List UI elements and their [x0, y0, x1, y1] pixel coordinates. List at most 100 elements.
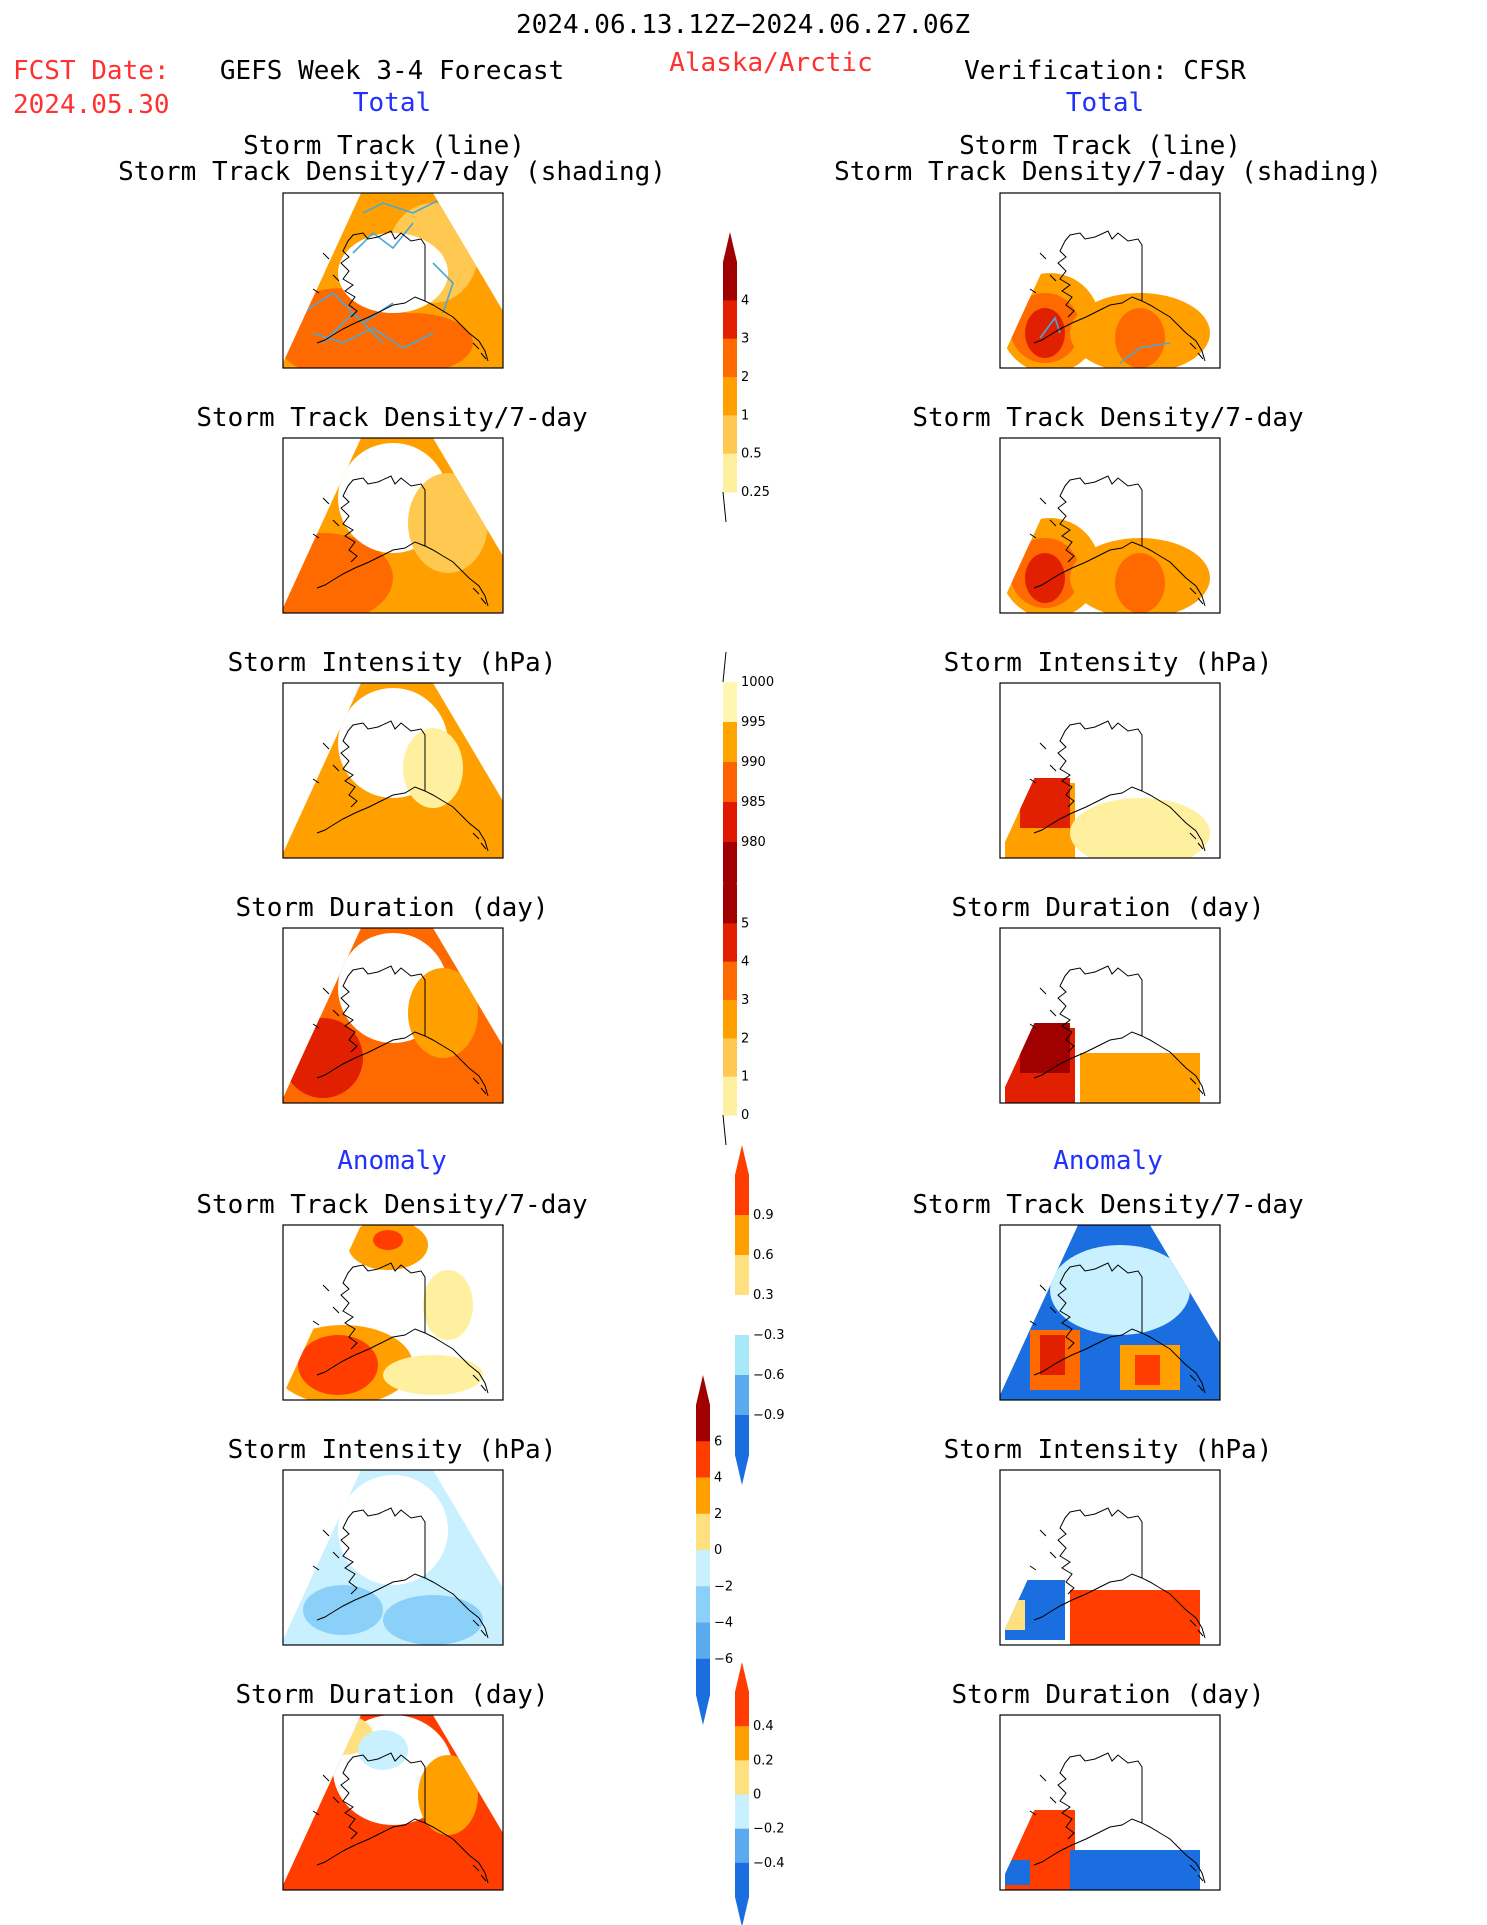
duration-colorbar-swatch-0: [723, 885, 737, 924]
right-duration-panel-frame: [999, 927, 1221, 1104]
track-density-colorbar-tick-5: 0.25: [741, 485, 770, 500]
right-duration-anom-panel-frame: [999, 1714, 1221, 1891]
track-density-colorbar-tick-4: 0.5: [741, 447, 762, 462]
left-density-title: Storm Track Density/7-day: [196, 403, 588, 433]
duration-anomaly-colorbar-swatch-4: [735, 1828, 749, 1864]
left-density-anom-panel-frame: [282, 1224, 504, 1401]
intensity-colorbar-tick-0: 1000: [741, 675, 774, 690]
left-track-line-title: Storm Track (line): [243, 131, 525, 161]
right-track-shading-title: Storm Track Density/7-day (shading): [834, 157, 1382, 187]
right-density-anom-panel-block-6: [1135, 1355, 1160, 1385]
duration-colorbar-swatch-4: [723, 1038, 737, 1078]
region-title: Alaska/Arctic: [669, 48, 873, 78]
density-anomaly-colorbar-tick-4: −0.6: [753, 1368, 785, 1383]
left-duration-anom-panel-frame: [282, 1714, 504, 1891]
intensity-colorbar-swatch-2: [723, 762, 737, 803]
left-track-panel-blob-4: [338, 233, 448, 313]
track-density-colorbar-swatch-5: [723, 453, 737, 493]
left-track-panel-field: [283, 193, 503, 368]
model-title: GEFS Week 3-4 Forecast: [219, 56, 565, 86]
left-intensity-panel-blob-2: [403, 728, 463, 808]
right-duration-panel: [999, 927, 1221, 1104]
duration-anomaly-colorbar-top-arrow: [735, 1662, 749, 1692]
duration-colorbar-tail: [722, 1114, 727, 1146]
right-intensity-panel-frame: [999, 682, 1221, 859]
left-duration-anom-panel: [282, 1714, 504, 1891]
intensity-anomaly-colorbar-tick-2: 2: [714, 1507, 722, 1522]
left-intensity-panel: [282, 682, 504, 859]
density-anomaly-colorbar-tick-1: 0.6: [753, 1248, 774, 1263]
density-anomaly-colorbar-swatch-1: [735, 1215, 749, 1256]
left-duration-panel-frame: [282, 927, 504, 1104]
intensity-anomaly-colorbar-swatch-7: [696, 1658, 710, 1696]
right-intensity-panel-blob-3: [1070, 798, 1210, 858]
track-density-colorbar-swatch-0: [723, 262, 737, 301]
right-track-panel: [999, 192, 1221, 369]
intensity-colorbar-tick-1: 995: [741, 715, 766, 730]
duration-anomaly-colorbar-tick-4: −0.4: [753, 1856, 785, 1871]
left-track-panel: [282, 192, 504, 369]
left-density-anom-panel: [282, 1224, 504, 1401]
duration-anomaly-colorbar-bottom-arrow: [735, 1897, 749, 1925]
left-duration-title: Storm Duration (day): [235, 893, 549, 923]
left-track-panel-frame: [282, 192, 504, 369]
right-duration-anom-title: Storm Duration (day): [951, 1680, 1265, 1710]
right-density-panel-blob-3: [1025, 553, 1065, 603]
left-density-anom-panel-field: [283, 1225, 503, 1400]
track-density-colorbar-tail: [722, 491, 727, 523]
right-density-anom-panel-frame: [999, 1224, 1221, 1401]
left-duration-anom-panel-field: [283, 1715, 503, 1890]
total-label-left: Total: [352, 88, 432, 118]
left-density-anom-title: Storm Track Density/7-day: [196, 1190, 588, 1220]
intensity-colorbar-swatch-3: [723, 802, 737, 843]
duration-anomaly-colorbar-swatch-2: [735, 1760, 749, 1795]
left-intensity-anom-panel-blob-1: [338, 1475, 448, 1585]
track-density-colorbar-swatch-3: [723, 377, 737, 416]
duration-colorbar-swatch-2: [723, 961, 737, 1001]
intensity-colorbar-tick-2: 990: [741, 755, 766, 770]
right-track-line-title: Storm Track (line): [959, 131, 1241, 161]
left-density-anom-panel-blob-5: [383, 1355, 483, 1395]
right-track-panel-blob-5: [1115, 308, 1165, 368]
right-duration-anom-panel-block-2: [1005, 1860, 1030, 1885]
right-density-anom-panel: [999, 1224, 1221, 1401]
right-duration-panel-block-3: [1080, 1053, 1200, 1103]
intensity-colorbar-swatch-0: [723, 682, 737, 723]
right-intensity-anom-panel-frame: [999, 1469, 1221, 1646]
density-anomaly-colorbar-swatch-6: [735, 1415, 749, 1456]
duration-colorbar-swatch-5: [723, 1076, 737, 1116]
left-density-panel-blob-3: [408, 473, 488, 573]
left-density-anom-panel-blob-6: [423, 1270, 473, 1340]
left-duration-anom-panel-blob-3: [418, 1755, 478, 1835]
left-intensity-anom-panel-blob-3: [383, 1595, 483, 1645]
density-anomaly-colorbar-tick-2: 0.3: [753, 1288, 774, 1303]
track-density-colorbar-swatch-4: [723, 415, 737, 455]
intensity-anomaly-colorbar-bottom-arrow: [696, 1695, 710, 1725]
track-density-colorbar-swatch-2: [723, 338, 737, 378]
duration-colorbar-tick-2: 3: [741, 993, 749, 1008]
intensity-anomaly-colorbar-swatch-6: [696, 1622, 710, 1660]
intensity-colorbar-tail: [722, 651, 727, 683]
intensity-anomaly-colorbar-top-arrow: [696, 1375, 710, 1405]
right-density-panel-frame: [999, 437, 1221, 614]
right-density-anom-panel-field: [1000, 1225, 1220, 1400]
right-track-panel-track-lines: [1039, 316, 1171, 364]
total-label-right: Total: [1065, 88, 1145, 118]
duration-colorbar-swatch-3: [723, 1000, 737, 1039]
right-density-anom-panel-block-4: [1040, 1335, 1065, 1375]
duration-colorbar-tick-4: 1: [741, 1070, 749, 1085]
right-intensity-panel-field: [1000, 683, 1220, 858]
duration-colorbar-tick-5: 0: [741, 1108, 749, 1123]
left-duration-panel-blob-3: [408, 968, 478, 1058]
track-density-colorbar-tick-0: 4: [741, 293, 749, 308]
left-duration-anom-panel-blob-4: [358, 1730, 408, 1770]
duration-anomaly-colorbar-tick-3: −0.2: [753, 1822, 785, 1837]
track-density-colorbar-top-arrow: [723, 232, 737, 262]
date-range-title: 2024.06.13.12Z−2024.06.27.06Z: [516, 10, 970, 40]
duration-colorbar-tick-0: 5: [741, 916, 749, 931]
right-intensity-anom-title: Storm Intensity (hPa): [943, 1435, 1273, 1465]
duration-anomaly-colorbar-swatch-3: [735, 1794, 749, 1830]
left-intensity-anom-title: Storm Intensity (hPa): [227, 1435, 557, 1465]
right-track-panel-blob-3: [1025, 308, 1065, 358]
